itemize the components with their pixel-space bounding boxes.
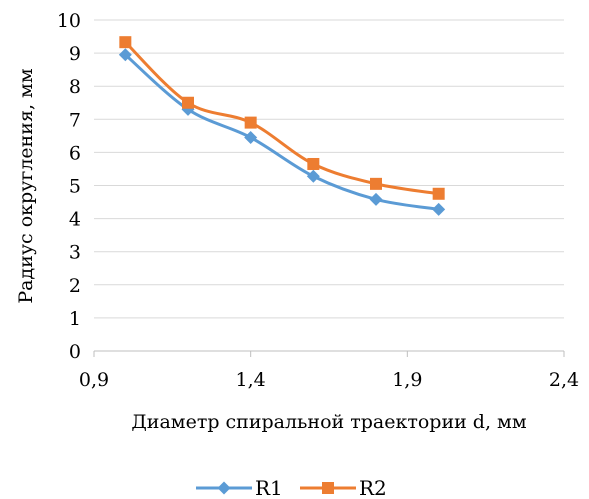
x-tick-label: 1,9 (392, 369, 422, 391)
y-tick-label: 10 (57, 10, 81, 32)
x-tick-label: 1,4 (236, 369, 266, 391)
series-group (118, 36, 446, 216)
legend-label: R1 (255, 476, 283, 499)
y-tick-label: 7 (69, 109, 81, 131)
y-tick-label: 1 (69, 308, 81, 330)
x-tick-label: 2,4 (549, 369, 579, 391)
data-point-r1 (369, 192, 383, 206)
y-tick-label: 4 (69, 209, 81, 231)
x-tick-label: 0,9 (79, 369, 109, 391)
data-point-r1 (244, 131, 258, 145)
data-point-r2 (119, 36, 132, 49)
axes (93, 350, 565, 357)
y-tick-label: 0 (69, 341, 81, 363)
data-point-r2 (307, 157, 320, 170)
series-line-r2 (123, 40, 441, 196)
y-tick-label: 2 (69, 275, 81, 297)
data-point-r2 (182, 96, 194, 109)
series-r2 (119, 36, 445, 200)
series-r1 (118, 48, 446, 216)
data-point-r2 (370, 177, 382, 190)
y-axis-title: Радиус округления, мм (15, 68, 37, 303)
y-tick-label: 9 (69, 43, 81, 65)
legend-item-r1: R1 (196, 476, 283, 499)
y-tick-label: 6 (69, 142, 81, 164)
data-point-r1 (118, 48, 132, 62)
x-axis-title: Диаметр спиральной траектории d, мм (131, 411, 526, 433)
x-tick-labels: 0,9 1,4 1,9 2,4 (79, 369, 579, 391)
gridlines (94, 19, 564, 319)
y-tick-label: 3 (69, 242, 81, 264)
y-tick-labels: 0 1 2 3 4 5 6 7 8 9 10 (57, 10, 81, 363)
legend: R1 R2 (196, 476, 387, 499)
legend-item-r2: R2 (300, 476, 387, 499)
y-tick-label: 8 (69, 76, 81, 98)
data-point-r2 (244, 116, 257, 129)
legend-marker-r2 (322, 482, 334, 494)
legend-label: R2 (359, 476, 387, 499)
y-tick-label: 5 (69, 176, 81, 198)
data-point-r1 (306, 169, 320, 183)
data-point-r2 (432, 187, 445, 200)
legend-marker-r1 (217, 481, 231, 495)
data-point-r1 (432, 202, 446, 216)
